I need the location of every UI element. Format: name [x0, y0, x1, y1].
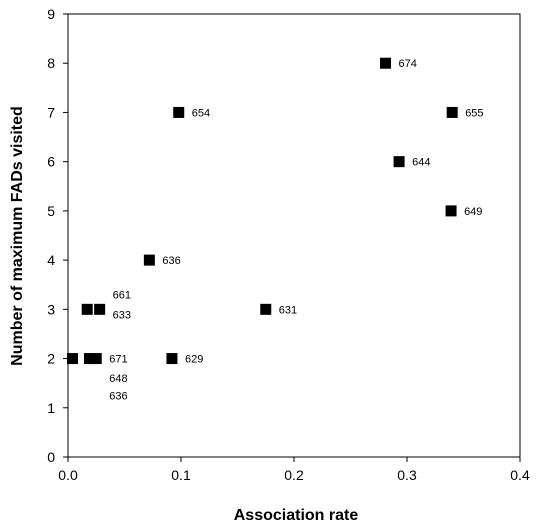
data-point	[260, 303, 272, 315]
plot-area-frame	[67, 13, 521, 458]
point-labels: 674 654 655 644 649 636 661 633 631 671 648 636 629	[109, 58, 483, 402]
data-point	[94, 303, 106, 315]
point-label: 648	[109, 373, 127, 385]
point-label: 633	[113, 309, 131, 321]
x-tick-label: 0.3	[397, 467, 417, 483]
y-tick-label: 9	[47, 6, 55, 22]
x-axis-ticks: 0.0 0.1 0.2 0.3 0.4	[58, 457, 530, 483]
point-label: 631	[279, 304, 297, 316]
data-point	[143, 254, 155, 266]
point-label: 654	[192, 107, 210, 119]
y-axis-title: Number of maximum FADs visited	[9, 106, 26, 366]
point-label: 636	[162, 255, 180, 267]
y-tick-label: 7	[47, 104, 55, 120]
x-tick-label: 0.2	[284, 467, 304, 483]
data-point	[67, 353, 79, 365]
point-label: 674	[399, 58, 417, 70]
x-tick-label: 0.4	[510, 467, 530, 483]
x-axis-title: Association rate	[234, 507, 359, 524]
y-axis-ticks: 0 1 2 3 4 5 6 7 8 9	[47, 6, 68, 465]
point-label: 629	[185, 354, 203, 366]
y-tick-label: 1	[47, 400, 55, 416]
data-point	[81, 303, 93, 315]
data-point	[446, 106, 458, 118]
point-label: 649	[464, 206, 482, 218]
data-markers	[67, 57, 458, 365]
y-tick-label: 6	[47, 154, 55, 170]
data-point	[166, 353, 178, 365]
y-tick-label: 5	[47, 203, 55, 219]
y-tick-label: 3	[47, 301, 55, 317]
y-tick-label: 4	[47, 252, 55, 268]
data-point	[380, 57, 392, 69]
data-point	[173, 106, 185, 118]
data-point	[83, 353, 95, 365]
x-tick-label: 0.1	[171, 467, 191, 483]
point-label: 661	[113, 290, 131, 302]
y-tick-label: 2	[47, 351, 55, 367]
y-tick-label: 0	[47, 449, 55, 465]
data-point	[445, 205, 457, 217]
data-point	[393, 156, 405, 168]
point-label: 636	[109, 390, 127, 402]
point-label: 655	[465, 107, 483, 119]
y-tick-label: 8	[47, 55, 55, 71]
data-point	[90, 353, 102, 365]
point-label: 644	[412, 157, 430, 169]
point-label: 671	[109, 354, 127, 366]
x-tick-label: 0.0	[58, 467, 78, 483]
